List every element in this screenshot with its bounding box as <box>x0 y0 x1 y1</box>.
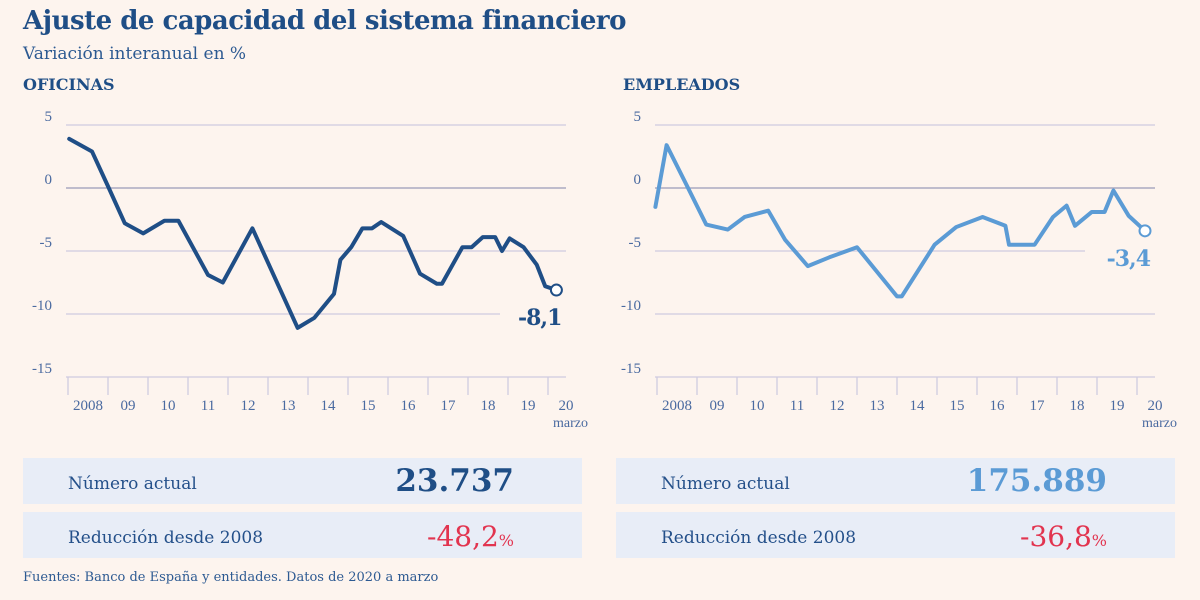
x-tick-label: 09 <box>710 398 725 414</box>
chart-title: Ajuste de capacidad del sistema financie… <box>23 6 626 36</box>
x-tick-label: 13 <box>281 398 296 414</box>
x-extra-label: marzo <box>553 416 588 431</box>
y-tick-label: -5 <box>40 235 53 251</box>
x-tick-label: 12 <box>830 398 845 414</box>
y-tick-label: 0 <box>45 172 53 188</box>
y-tick-label: 5 <box>634 109 642 125</box>
offices-current-box: Número actual 23.737 <box>23 458 582 504</box>
offices-reduction-box: Reducción desde 2008 -48,2% <box>23 512 582 558</box>
offices-current-label: Número actual <box>68 474 197 494</box>
y-tick-label: -15 <box>621 361 641 377</box>
x-tick-label: 20 <box>1148 398 1163 414</box>
employees-reduction-number: -36,8 <box>1019 520 1092 553</box>
x-tick-label: 12 <box>241 398 256 414</box>
employees-reduction-label: Reducción desde 2008 <box>661 528 857 548</box>
x-tick-label: 18 <box>481 398 496 414</box>
y-tick-label: -10 <box>621 298 641 314</box>
x-tick-label: 10 <box>750 398 765 414</box>
end-value-label: -3,4 <box>1107 246 1151 272</box>
x-tick-label: 15 <box>950 398 965 414</box>
x-tick-label: 16 <box>990 398 1006 414</box>
end-point-marker <box>549 283 563 297</box>
x-tick-label: 10 <box>161 398 176 414</box>
offices-reduction-number: -48,2 <box>426 520 499 553</box>
x-tick-label: 20 <box>559 398 574 414</box>
employees-line-chart: 5 0 -5 -10 -15 2008 09 10 11 12 13 14 15 16 17 18 19 20 ma… <box>621 109 1177 431</box>
x-tick-label: 19 <box>1110 398 1125 414</box>
offices-reduction-value: -48,2% <box>427 520 514 553</box>
x-tick-label: 14 <box>910 398 926 414</box>
x-tick-label: 17 <box>1030 398 1046 414</box>
y-tick-label: 0 <box>634 172 642 188</box>
panel-title-offices: OFICINAS <box>23 75 115 94</box>
offices-line-chart: 5 0 -5 -10 -15 2008 09 10 11 12 13 14 15 16 17 18 19 20 ma… <box>32 109 588 431</box>
x-tick-label: 19 <box>521 398 536 414</box>
y-tick-label: -10 <box>32 298 52 314</box>
y-tick-label: -5 <box>629 235 642 251</box>
y-tick-label: 5 <box>45 109 53 125</box>
x-extra-label: marzo <box>1142 416 1177 431</box>
employees-current-value: 175.889 <box>966 463 1107 499</box>
x-tick-label: 17 <box>441 398 457 414</box>
x-tick-label: 11 <box>201 398 215 414</box>
x-tick-label: 18 <box>1070 398 1085 414</box>
employees-reduction-unit: % <box>1091 531 1107 550</box>
source-note: Fuentes: Banco de España y entidades. Da… <box>23 570 439 585</box>
employees-reduction-box: Reducción desde 2008 -36,8% <box>616 512 1175 558</box>
chart-subtitle: Variación interanual en % <box>23 44 247 64</box>
offices-reduction-label: Reducción desde 2008 <box>68 528 264 548</box>
employees-current-box: Número actual 175.889 <box>616 458 1175 504</box>
x-tick-label: 13 <box>870 398 885 414</box>
x-tick-label: 11 <box>790 398 804 414</box>
panel-title-employees: EMPLEADOS <box>623 75 741 94</box>
x-tick-label: 09 <box>121 398 136 414</box>
x-tick-label: 16 <box>401 398 417 414</box>
x-tick-label: 2008 <box>73 398 103 414</box>
x-tick-label: 14 <box>321 398 337 414</box>
employees-current-label: Número actual <box>661 474 790 494</box>
series-line <box>653 143 1147 299</box>
x-tick-label: 15 <box>361 398 376 414</box>
series-line <box>67 136 559 330</box>
x-tick-label: 2008 <box>662 398 692 414</box>
end-value-label: -8,1 <box>518 305 561 331</box>
offices-reduction-unit: % <box>498 531 514 550</box>
y-tick-label: -15 <box>32 361 52 377</box>
offices-current-value: 23.737 <box>395 463 514 499</box>
employees-reduction-value: -36,8% <box>1020 520 1107 553</box>
end-point-marker <box>1138 224 1152 238</box>
